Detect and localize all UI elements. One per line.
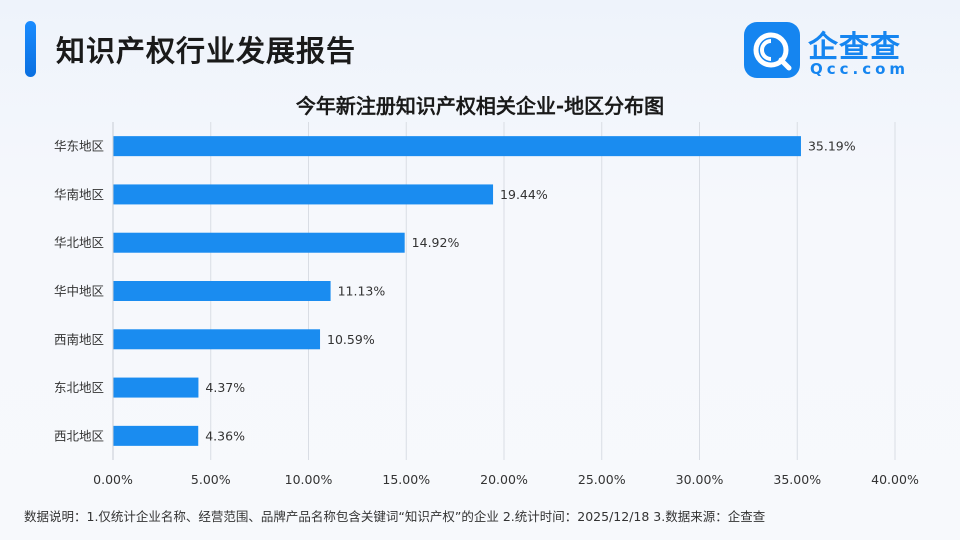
x-tick-label: 20.00%: [480, 472, 528, 487]
category-label: 华北地区: [54, 235, 104, 250]
x-tick-label: 25.00%: [578, 472, 626, 487]
bar: [113, 281, 331, 301]
bar: [113, 232, 405, 253]
data-label: 35.19%: [808, 139, 856, 154]
data-label: 10.59%: [327, 332, 375, 347]
x-tick-label: 15.00%: [382, 472, 430, 487]
brand-logo: 企查查 Qcc.com: [744, 20, 934, 80]
logo-name: 企查查: [808, 30, 901, 65]
qcc-logo-icon: [744, 22, 800, 78]
category-label: 东北地区: [54, 380, 104, 395]
bar: [113, 136, 801, 157]
data-label: 4.37%: [205, 380, 245, 395]
data-label: 4.36%: [205, 428, 245, 443]
header-accent-bar: [25, 21, 36, 77]
chart-title: 今年新注册知识产权相关企业-地区分布图: [295, 94, 665, 118]
data-label: 14.92%: [412, 235, 460, 250]
x-tick-label: 35.00%: [773, 472, 821, 487]
x-tick-label: 5.00%: [191, 472, 231, 487]
logo-domain: Qcc.com: [810, 60, 910, 78]
x-tick-label: 40.00%: [871, 472, 919, 487]
data-label: 11.13%: [338, 284, 386, 299]
bar: [113, 377, 199, 398]
bar: [113, 329, 321, 350]
category-label: 西北地区: [54, 428, 104, 443]
data-label: 19.44%: [500, 187, 548, 202]
bar: [113, 425, 199, 446]
category-label: 华中地区: [54, 284, 104, 299]
category-label: 华东地区: [54, 139, 104, 154]
category-label: 华南地区: [54, 187, 104, 202]
x-tick-label: 10.00%: [285, 472, 333, 487]
category-label: 西南地区: [54, 332, 104, 347]
bar: [113, 184, 494, 205]
x-tick-label: 0.00%: [93, 472, 133, 487]
footer-note: 数据说明：1.仅统计企业名称、经营范围、品牌产品名称包含关键词“知识产权”的企业…: [24, 509, 766, 524]
x-tick-label: 30.00%: [676, 472, 724, 487]
report-title: 知识产权行业发展报告: [56, 34, 357, 68]
